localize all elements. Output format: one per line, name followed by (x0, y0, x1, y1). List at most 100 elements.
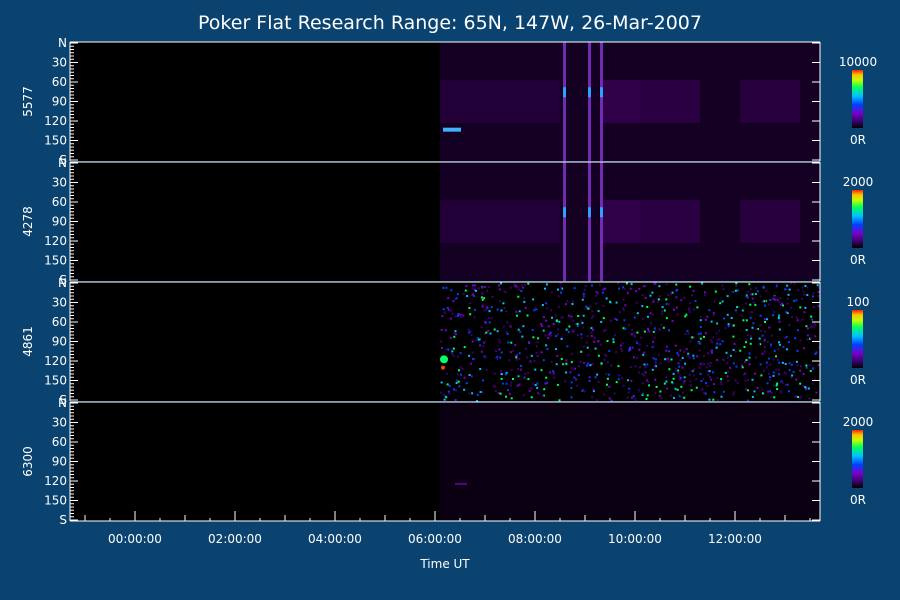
noise-pixel (561, 287, 564, 290)
noise-pixel (703, 294, 706, 297)
noise-pixel (664, 358, 667, 361)
noise-pixel (522, 286, 524, 289)
noise-pixel (617, 378, 620, 381)
noise-pixel (724, 327, 727, 330)
noise-pixel (641, 392, 644, 395)
noise-pixel (548, 333, 551, 336)
noise-pixel (651, 368, 654, 371)
noise-pixel (622, 298, 625, 301)
noise-pixel (634, 399, 637, 402)
noise-pixel (669, 394, 672, 397)
noise-pixel (481, 298, 484, 301)
noise-pixel (454, 298, 457, 301)
emission-peak (600, 87, 603, 98)
noise-pixel (557, 295, 560, 298)
noise-pixel (558, 399, 561, 402)
noise-pixel (764, 304, 766, 307)
noise-pixel (783, 336, 786, 339)
noise-pixel (745, 319, 748, 322)
y-tick-label: 30 (52, 176, 67, 190)
noise-pixel (790, 282, 792, 285)
noise-pixel (776, 299, 779, 301)
noise-pixel (709, 365, 711, 368)
noise-pixel (729, 366, 732, 369)
y-tick-label: 60 (52, 435, 67, 449)
noise-pixel (709, 376, 711, 379)
noise-pixel (500, 369, 502, 372)
noise-pixel (769, 343, 772, 346)
noise-pixel (582, 314, 585, 317)
noise-pixel (790, 363, 793, 366)
noise-pixel (458, 369, 460, 372)
noise-pixel (518, 383, 521, 386)
noise-pixel (463, 376, 466, 379)
noise-pixel (769, 299, 772, 301)
noise-pixel (775, 285, 778, 288)
noise-pixel (668, 329, 670, 332)
noise-pixel (531, 329, 534, 331)
noise-pixel (697, 332, 700, 335)
noise-pixel (715, 346, 718, 349)
y-tick-label: 90 (52, 335, 67, 349)
noise-pixel (785, 311, 788, 314)
noise-pixel (542, 329, 545, 332)
noise-pixel (475, 289, 477, 292)
noise-pixel (689, 285, 692, 288)
noise-pixel (465, 285, 468, 287)
noise-pixel (542, 395, 545, 398)
noise-pixel (557, 328, 560, 331)
noise-pixel (614, 317, 617, 320)
noise-pixel (497, 392, 500, 395)
noise-pixel (543, 388, 546, 391)
noise-pixel (561, 316, 564, 319)
noise-pixel (635, 301, 638, 304)
noise-pixel (763, 300, 766, 303)
noise-pixel (479, 391, 482, 393)
noise-pixel (615, 351, 618, 353)
noise-pixel (455, 297, 458, 300)
noise-pixel (457, 314, 459, 317)
noise-pixel (624, 327, 627, 330)
y-tick-label: 120 (44, 474, 67, 488)
noise-pixel (715, 332, 718, 335)
noise-pixel (547, 337, 550, 339)
x-axis-label: Time UT (419, 557, 470, 571)
noise-pixel (534, 384, 537, 386)
noise-pixel (646, 363, 649, 366)
noise-pixel (654, 362, 657, 365)
noise-pixel (790, 315, 793, 318)
noise-pixel (515, 310, 518, 313)
noise-pixel (518, 357, 521, 360)
noise-pixel (691, 336, 694, 339)
noise-pixel (602, 288, 605, 291)
noise-pixel (488, 321, 491, 324)
noise-pixel (534, 306, 537, 309)
noise-pixel (772, 358, 775, 361)
noise-pixel (673, 396, 676, 399)
noise-pixel (460, 316, 462, 319)
y-tick-label: S (59, 273, 67, 287)
noise-pixel (485, 368, 488, 371)
noise-pixel (593, 340, 596, 343)
noise-pixel (633, 397, 636, 400)
noise-pixel (552, 323, 555, 325)
noise-pixel (528, 389, 531, 392)
emission-peak (563, 87, 566, 98)
noise-pixel (480, 287, 483, 290)
emission-streak (588, 42, 591, 161)
y-tick-label: 60 (52, 75, 67, 89)
noise-pixel (499, 341, 501, 344)
noise-pixel (485, 331, 488, 334)
noise-pixel (700, 380, 703, 382)
noise-pixel (581, 298, 584, 301)
noise-pixel (582, 326, 585, 329)
noise-pixel (721, 284, 724, 287)
noise-pixel (778, 361, 781, 364)
noise-pixel (518, 352, 521, 355)
noise-pixel (555, 348, 558, 351)
noise-pixel (695, 378, 698, 381)
noise-pixel (627, 324, 630, 327)
noise-pixel (553, 376, 555, 379)
noise-pixel (720, 380, 722, 383)
noise-pixel (580, 336, 583, 339)
